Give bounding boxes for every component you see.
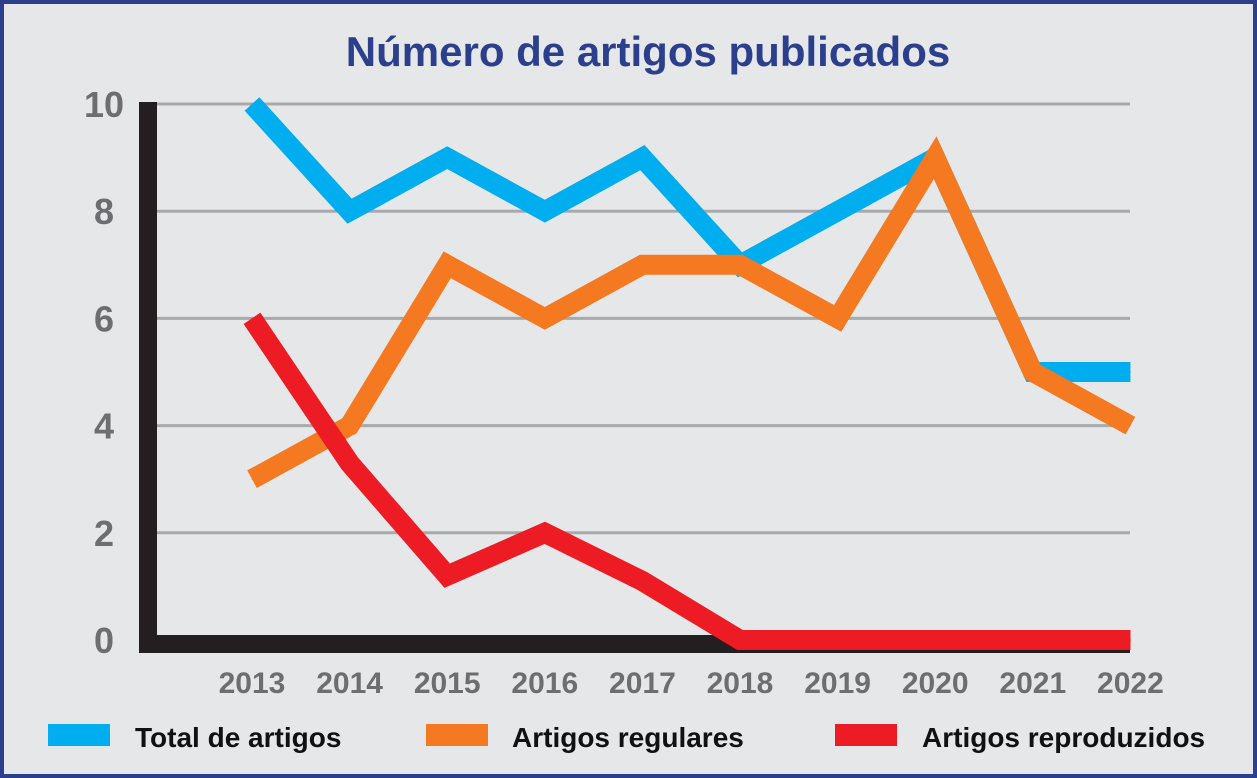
data-point-1-2013 <box>251 103 253 105</box>
data-point-1-2017 <box>641 157 643 159</box>
y-tick-label-4: 4 <box>94 406 114 447</box>
x-tick-label-2015: 2015 <box>414 667 481 700</box>
x-tick-label-2014: 2014 <box>316 667 383 700</box>
x-tick-label-2018: 2018 <box>707 667 774 700</box>
y-tick-label-8: 8 <box>94 191 114 232</box>
legend-label-3: Artigos reproduzidos <box>922 722 1205 753</box>
data-point-1-2014 <box>349 210 351 212</box>
data-point-2-2022 <box>1129 425 1131 427</box>
data-point-2-2014 <box>349 425 351 427</box>
data-point-2-2013 <box>251 478 253 480</box>
legend-swatch-2 <box>426 724 488 746</box>
series-line-1 <box>244 97 1131 382</box>
series-line-2 <box>247 136 1136 488</box>
legend-swatch-3 <box>835 724 897 746</box>
data-point-2-2021 <box>1032 371 1034 373</box>
x-tick-labels: 2013 2014 2015 2016 2017 2018 2019 2020 2021 2022 <box>219 667 1164 700</box>
data-point-2-2018 <box>739 264 741 266</box>
series-lines <box>243 97 1136 650</box>
data-point-1-2015 <box>446 157 448 159</box>
x-tick-label-2020: 2020 <box>902 667 969 700</box>
axes <box>139 102 1131 653</box>
data-point-2-2017 <box>641 264 643 266</box>
data-point-2-2015 <box>446 264 448 266</box>
data-point-2-2016 <box>544 317 546 319</box>
legend-label-1: Total de artigos <box>135 722 341 753</box>
data-point-2-2020 <box>934 157 936 159</box>
y-tick-label-2: 2 <box>94 513 114 554</box>
legend-label-2: Artigos regulares <box>512 722 744 753</box>
x-tick-label-2013: 2013 <box>219 667 286 700</box>
y-tick-label-0: 0 <box>94 620 114 661</box>
legend: Total de artigos Artigos regulares Artigos… <box>48 722 1205 753</box>
x-tick-label-2017: 2017 <box>609 667 676 700</box>
legend-swatch-1 <box>48 724 110 746</box>
series-line-3-overlay <box>243 312 1131 650</box>
x-tick-label-2021: 2021 <box>999 667 1066 700</box>
data-point-2-2019 <box>837 317 839 319</box>
y-tick-labels: 0 2 4 6 8 10 <box>84 84 124 661</box>
data-point-1-2016 <box>544 210 546 212</box>
y-tick-label-10: 10 <box>84 84 124 125</box>
data-point-1-2019 <box>837 210 839 212</box>
x-tick-label-2019: 2019 <box>804 667 871 700</box>
y-tick-label-6: 6 <box>94 298 114 339</box>
chart-title: Número de artigos publicados <box>346 28 950 75</box>
x-tick-label-2016: 2016 <box>511 667 578 700</box>
x-tick-label-2022: 2022 <box>1097 667 1164 700</box>
data-point-1-2022 <box>1129 371 1131 373</box>
